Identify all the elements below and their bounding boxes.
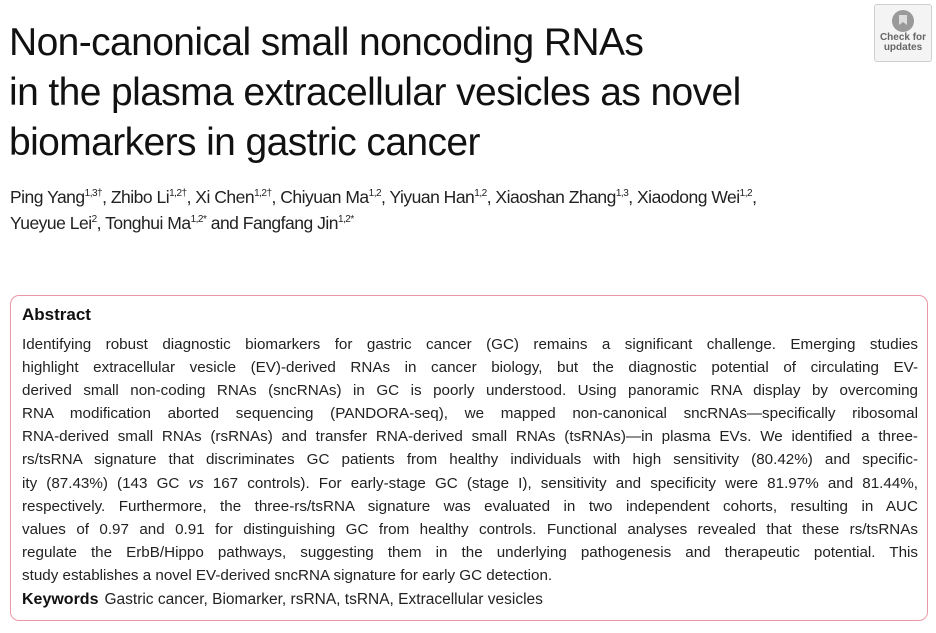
abstract-line: ity (87.43%) (143 GC vs 167 controls). F… [22,472,918,495]
abstract-line: RNA-derived small RNAs (rsRNAs) and tran… [22,428,918,446]
affiliation-marker: 2 [91,214,98,225]
author-line: Yueyue Lei2, Tonghui Ma1,2* and Fangfang… [10,210,756,236]
abstract-line: derived small non-coding RNAs (sncRNAs) … [22,382,918,400]
keywords-label: Keywords [22,591,99,608]
article-title: Non-canonical small noncoding RNAs in th… [9,18,741,168]
abstract-box [10,295,928,621]
abstract-line: respectively. Furthermore, the three-rs/… [22,497,918,515]
author-line: Ping Yang1,3†, Zhibo Li1,2†, Xi Chen1,2†… [10,184,757,210]
affiliation-marker: 1,2† [169,188,187,199]
author-name: and Fangfang Jin [206,213,339,233]
abstract-line: RNA modification aborted sequencing (PAN… [22,405,918,423]
abstract-text: Identifying robust diagnostic biomarkers… [22,333,918,587]
author-name: , Xiaodong Wei [628,187,740,207]
affiliation-marker: 1,2† [254,188,272,199]
affiliation-marker: 1,2 [739,188,753,199]
abstract-line: Identifying robust diagnostic biomarkers… [22,336,918,353]
author-name: Ping Yang [10,187,85,207]
keywords: Keywords Gastric cancer, Biomarker, rsRNA… [22,591,543,609]
abstract-line: regulate the ErbB/Hippo pathways, sugges… [22,543,918,561]
title-line: Non-canonical small noncoding RNAs [9,21,644,64]
check-for-updates-button[interactable]: Check for updates [874,4,932,62]
affiliation-marker: 1,2 [474,188,487,199]
author-name: Yueyue Lei [10,213,92,233]
author-name: , Zhibo Li [102,187,170,207]
abstract-line: highlight extracellular vesicle (EV)-der… [22,359,918,377]
check-for-updates-icon [892,10,914,32]
italic-segment: vs [188,474,204,492]
author-name: , [752,187,757,207]
abstract-line: study establishes a novel EV-derived snc… [22,566,553,584]
affiliation-marker: 1,2* [190,214,207,225]
affiliation-marker: 1,2* [337,214,354,225]
author-name: , Xi Chen [186,187,255,207]
author-name: , Chiyuan Ma [271,187,370,207]
author-name: , Yiyuan Han [381,187,475,207]
text-segment: 167 controls). For early-stage GC (stage… [203,474,918,492]
author-name: , Tonghui Ma [96,213,191,233]
badge-text: Check for [879,32,927,43]
keywords-value: Gastric cancer, Biomarker, rsRNA, tsRNA,… [104,591,543,608]
abstract-heading: Abstract [22,305,91,324]
abstract-line: values of 0.97 and 0.91 for distinguishi… [22,520,918,538]
abstract-line: rs/tsRNA signature that discriminates GC… [22,451,918,469]
title-line: biomarkers in gastric cancer [9,121,480,164]
title-line: in the plasma extracellular vesicles as … [9,71,741,114]
badge-text: updates [883,42,923,53]
text-segment: ity (87.43%) (143 GC [22,474,189,492]
affiliation-marker: 1,3 [615,188,629,199]
author-name: , Xiaoshan Zhang [486,187,617,207]
author-list: Ping Yang1,3†, Zhibo Li1,2†, Xi Chen1,2†… [10,184,757,236]
affiliation-marker: 1,3† [84,188,103,199]
affiliation-marker: 1,2 [368,188,382,199]
